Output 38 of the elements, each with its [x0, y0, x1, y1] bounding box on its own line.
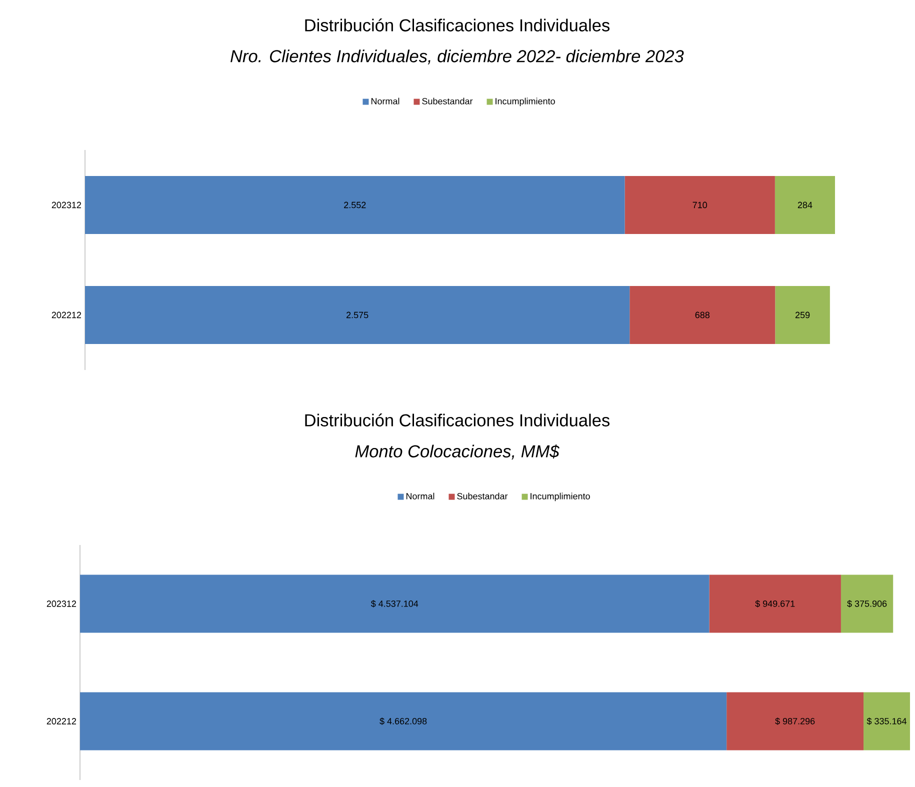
bar [864, 692, 910, 750]
bar [774, 176, 836, 234]
legend-label: Incumplimiento [530, 492, 590, 502]
bar [624, 176, 775, 234]
data-label: $ 987.296 [775, 718, 815, 725]
bar [726, 692, 864, 750]
data-label: $ 375.906 [847, 600, 887, 608]
legend-label: Subestandar [422, 98, 473, 104]
y-tick-label: 202312 [52, 202, 82, 208]
y-tick-label: 202212 [46, 718, 76, 724]
bar [840, 574, 894, 633]
legend-label: Subestandar [457, 492, 508, 500]
data-label: 2.552 [344, 202, 366, 208]
data-label: 2.575 [346, 312, 368, 318]
legend-label: Normal [371, 98, 400, 104]
data-label: 688 [695, 312, 710, 318]
legend-label: Incumplimiento [496, 98, 555, 106]
legend-label: Normal [406, 492, 434, 500]
data-label: 284 [798, 202, 812, 208]
data-label: $ 4.662.098 [380, 718, 427, 725]
data-label: 710 [692, 202, 708, 208]
bar [85, 286, 630, 344]
data-label: $ 335.164 [866, 718, 907, 725]
chart-title: Distribución Clasificaciones Individuales [305, 18, 610, 32]
bar [80, 574, 710, 633]
chart-subtitle: Monto Colocaciones, MM$ [355, 444, 560, 460]
y-tick-label: 202312 [46, 600, 76, 607]
data-label: $ 4.537.104 [370, 600, 418, 608]
bar [80, 692, 727, 750]
bar [630, 286, 776, 344]
data-label: $ 949.671 [755, 600, 795, 608]
data-label: 259 [795, 312, 810, 318]
chart-title: Distribución Clasificaciones Individuales [305, 414, 610, 426]
y-tick-label: 202212 [52, 312, 82, 318]
bar [709, 574, 841, 633]
bar [85, 176, 625, 234]
bar [775, 286, 830, 344]
chart-subtitle: Nro. Clientes Individuales, diciembre 2022- diciembre 2023 [230, 50, 684, 64]
